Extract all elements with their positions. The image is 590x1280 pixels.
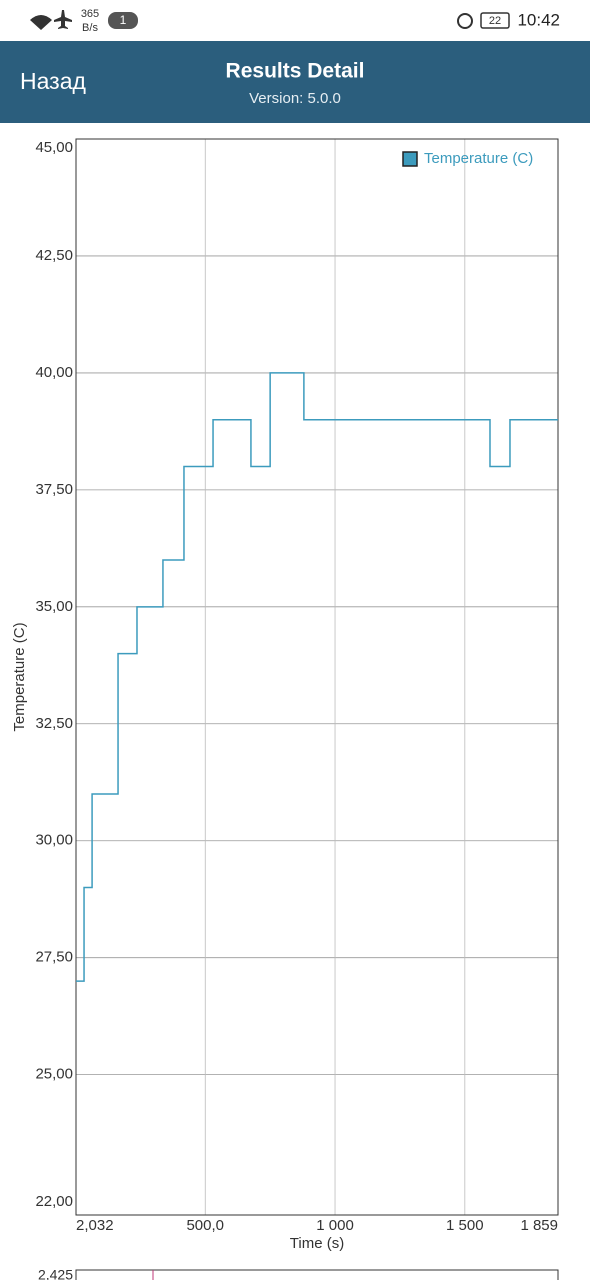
notification-pill <box>108 12 138 29</box>
y-tick-label: 32,50 <box>35 715 73 732</box>
x-tick-label: 1 859 <box>520 1217 558 1234</box>
y-axis-label: Temperature (C) <box>11 622 28 731</box>
y-tick-label: 45,00 <box>35 139 73 156</box>
airplane-icon <box>54 10 72 29</box>
y-tick-label: 42,50 <box>35 247 73 264</box>
x-tick-label: 1 000 <box>316 1217 354 1234</box>
y-tick-label: 25,00 <box>35 1066 73 1083</box>
temperature-line <box>76 372 558 982</box>
next-chart-tick: 2,425 <box>38 1267 73 1280</box>
next-chart-frame <box>75 1269 559 1280</box>
legend-swatch <box>402 151 418 167</box>
plot-area <box>76 139 558 1215</box>
clock: 10:42 <box>517 10 560 29</box>
battery-level: 22 <box>489 15 501 27</box>
y-tick-label: 22,00 <box>35 1193 73 1210</box>
alarm-icon <box>457 13 473 29</box>
net-speed: 365 <box>81 8 99 20</box>
x-tick-label: 2,032 <box>76 1217 114 1234</box>
y-tick-label: 27,50 <box>35 949 73 966</box>
app-bar <box>0 41 590 123</box>
back-button[interactable]: Назад <box>20 68 86 94</box>
wifi-icon <box>30 15 52 30</box>
legend-label: Temperature (C) <box>424 150 533 167</box>
battery-icon <box>480 12 510 29</box>
y-tick-label: 35,00 <box>35 598 73 615</box>
app-subtitle: Version: 5.0.0 <box>249 90 341 107</box>
notification-count: 1 <box>120 13 127 27</box>
chart: 22,00 25,00 27,50 30,00 32,50 35,00 37,50 40,00… <box>11 138 559 1252</box>
y-tick-label: 40,00 <box>35 364 73 381</box>
net-speed-unit: B/s <box>82 22 98 34</box>
status-bar <box>0 0 590 41</box>
y-tick-label: 37,50 <box>35 481 73 498</box>
x-tick-label: 500,0 <box>186 1217 224 1234</box>
app-title: Results Detail <box>226 60 365 83</box>
x-tick-label: 1 500 <box>446 1217 484 1234</box>
y-tick-label: 30,00 <box>35 832 73 849</box>
plot-frame <box>75 138 559 1216</box>
x-axis-label: Time (s) <box>290 1235 344 1252</box>
